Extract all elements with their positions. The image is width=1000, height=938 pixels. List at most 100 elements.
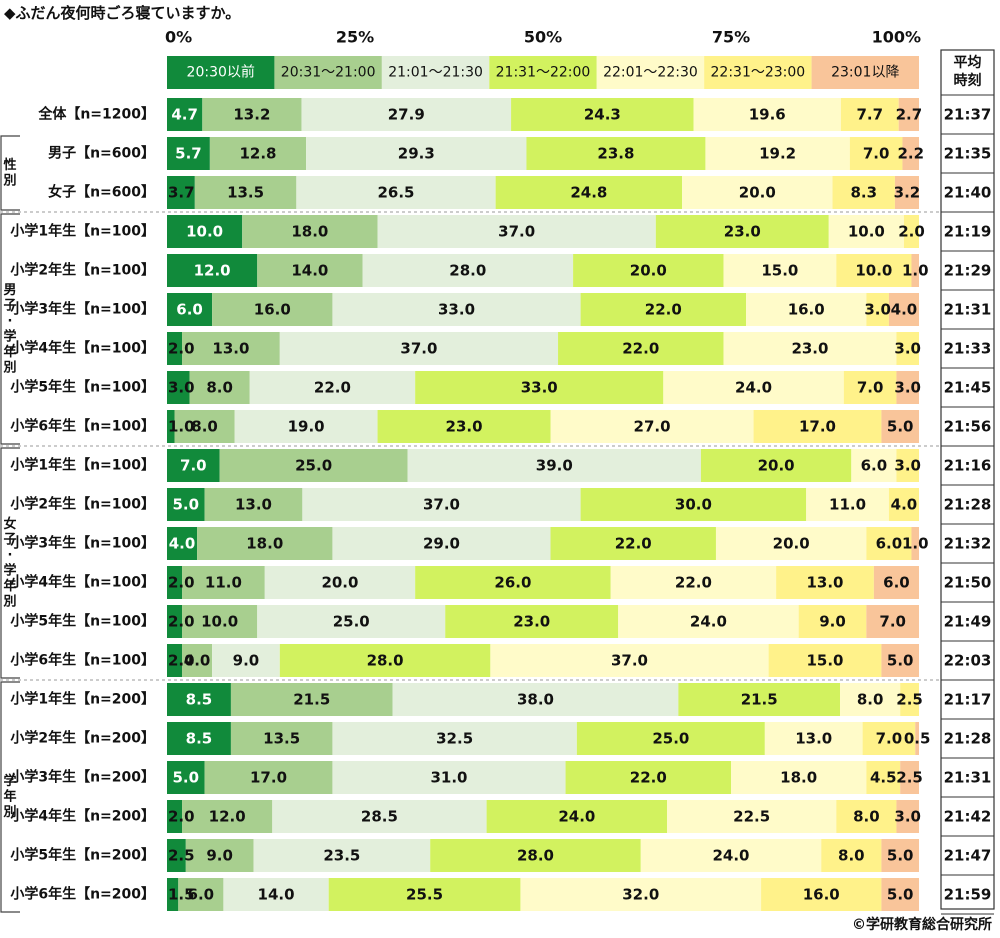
- avg-column-border: [940, 49, 995, 910]
- bar-segment: [753, 410, 882, 443]
- bar-segment: [430, 839, 641, 872]
- data-label: 12.8: [239, 145, 276, 163]
- avg-value: 21:31: [944, 769, 992, 787]
- data-label: 28.5: [361, 808, 398, 826]
- bar-segment: [197, 527, 333, 560]
- bar-segment: [798, 605, 867, 638]
- data-label: 5.7: [175, 145, 202, 163]
- data-label: 20.0: [739, 184, 776, 202]
- avg-value: 21:19: [944, 223, 992, 241]
- bar-segment: [550, 410, 754, 443]
- bar-segment: [490, 644, 769, 677]
- data-label: 32.5: [436, 730, 473, 748]
- bar-segment: [693, 98, 841, 131]
- data-label: 17.0: [799, 418, 836, 436]
- data-label: 14.0: [291, 262, 328, 280]
- bar-segment: [257, 254, 363, 287]
- row-label: 小学4年生【n=100】: [10, 340, 155, 357]
- bar-segment: [682, 176, 833, 209]
- group-label: 男: [3, 283, 16, 298]
- legend-swatch: [596, 56, 705, 89]
- data-label: 24.3: [584, 106, 621, 124]
- data-label: 4.5: [870, 769, 897, 787]
- group-bracket: [0, 681, 20, 913]
- bar-segment: [167, 800, 183, 833]
- bar-segment: [580, 488, 807, 521]
- bar-segment: [843, 371, 897, 404]
- bar-segment: [911, 254, 919, 287]
- data-label: 9.0: [233, 652, 260, 670]
- data-label: 37.0: [498, 223, 535, 241]
- bar-segment: [723, 332, 897, 365]
- data-label: 5.0: [887, 847, 914, 865]
- data-label: 16.0: [803, 886, 840, 904]
- data-label: 4.0: [891, 301, 918, 319]
- bar-segment: [189, 371, 250, 404]
- data-label: 3.2: [894, 184, 921, 202]
- data-label: 25.0: [333, 613, 370, 631]
- data-label: 8.3: [850, 184, 877, 202]
- data-label: 15.0: [806, 652, 843, 670]
- x-tick-label: 100%: [872, 28, 921, 47]
- data-label: 33.0: [521, 379, 558, 397]
- row-label: 小学2年生【n=100】: [10, 496, 155, 513]
- x-tick-label: 25%: [336, 28, 374, 47]
- data-label: 3.7: [168, 184, 195, 202]
- bar-segment: [204, 488, 303, 521]
- data-label: 13.0: [212, 340, 249, 358]
- bar-segment: [377, 215, 656, 248]
- bar-segment: [550, 527, 716, 560]
- chart-title: ◆ふだん夜何時ごろ寝ていますか。: [4, 4, 241, 22]
- data-label: 4.0: [184, 652, 211, 670]
- bar-segment: [486, 800, 668, 833]
- x-tick-label: 50%: [524, 28, 562, 47]
- group-label: 女: [3, 516, 16, 532]
- data-label: 24.0: [690, 613, 727, 631]
- bar-segment: [392, 683, 679, 716]
- legend-swatch: [489, 56, 597, 89]
- data-label: 29.3: [398, 145, 435, 163]
- avg-value: 21:17: [944, 691, 992, 709]
- data-label: 9.0: [819, 613, 846, 631]
- data-label: 18.0: [246, 535, 283, 553]
- bar-segment: [911, 527, 919, 560]
- data-label: 21.5: [741, 691, 778, 709]
- bar-segment: [302, 488, 581, 521]
- bar-segment: [209, 137, 307, 170]
- bar-segment: [212, 644, 280, 677]
- bar-segment: [167, 644, 183, 677]
- bar-segment: [881, 644, 919, 677]
- bar-segment: [167, 449, 220, 482]
- data-label: 26.5: [377, 184, 414, 202]
- data-label: 19.0: [288, 418, 325, 436]
- data-label: 20.0: [321, 574, 358, 592]
- bar-segment: [866, 761, 901, 794]
- x-tick-label: 0%: [165, 28, 192, 47]
- group-label: 子: [3, 298, 16, 313]
- data-label: 4.0: [891, 496, 918, 514]
- data-label: 22.0: [675, 574, 712, 592]
- row-label: 小学2年生【n=100】: [10, 262, 155, 279]
- bar-segment: [249, 371, 416, 404]
- data-label: 33.0: [438, 301, 475, 319]
- data-label: 22.0: [645, 301, 682, 319]
- bar-segment: [306, 137, 527, 170]
- data-label: 5.0: [887, 886, 914, 904]
- bar-segment: [888, 488, 919, 521]
- data-label: 7.0: [863, 145, 890, 163]
- data-label: 15.0: [761, 262, 798, 280]
- data-label: 3.0: [894, 457, 921, 475]
- avg-value: 21:35: [944, 145, 992, 163]
- bar-segment: [873, 566, 919, 599]
- data-label: 6.0: [188, 886, 215, 904]
- row-label: 小学6年生【n=200】: [10, 886, 155, 903]
- data-label: 22.5: [733, 808, 770, 826]
- legend-swatch: [167, 56, 275, 89]
- bar-segment: [836, 800, 897, 833]
- data-label: 11.0: [829, 496, 866, 514]
- x-tick-label: 75%: [712, 28, 750, 47]
- data-label: 24.0: [712, 847, 749, 865]
- group-label: ·: [8, 314, 13, 329]
- data-label: 13.5: [263, 730, 300, 748]
- group-label: 年: [3, 789, 16, 805]
